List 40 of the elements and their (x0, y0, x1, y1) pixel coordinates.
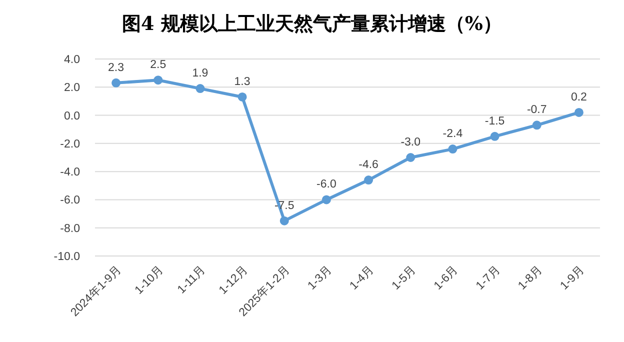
x-tick-label: 1-5月 (389, 262, 419, 292)
y-tick-label: -4.0 (60, 166, 80, 179)
point (532, 120, 542, 130)
y-tick-label: -8.0 (60, 222, 80, 235)
x-tick-label: 1-6月 (431, 262, 461, 292)
data-label: 2.3 (108, 62, 124, 74)
point (364, 176, 374, 185)
point (448, 144, 458, 154)
data-label: -4.6 (358, 159, 378, 172)
y-tick-label: -2.0 (60, 138, 80, 150)
data-label: -0.7 (526, 104, 547, 116)
x-tick-label: 1-7月 (473, 262, 503, 292)
y-tick-label: -10.0 (54, 251, 80, 263)
data-label: 2.5 (150, 59, 166, 72)
y-tick-label: -6.0 (60, 194, 80, 207)
data-label: -1.5 (484, 115, 505, 128)
data-label: -6.0 (316, 178, 336, 191)
point (490, 132, 500, 141)
x-tick-label: 1-3月 (305, 262, 335, 292)
data-label: -3.0 (400, 136, 421, 148)
point (238, 92, 247, 102)
point (322, 195, 331, 204)
point (112, 78, 121, 88)
data-label: 1.3 (234, 76, 250, 88)
x-tick-label: 1-9月 (558, 262, 588, 292)
x-tick-label: 1-4月 (347, 262, 377, 292)
y-tick-label: 4.0 (64, 54, 80, 66)
data-label: -2.4 (442, 128, 464, 140)
data-label: 0.2 (570, 91, 587, 104)
point (574, 108, 584, 117)
x-tick-label: 1-8月 (516, 262, 545, 292)
chart-title: 图4 规模以上工业天然气产量累计增速（%） (122, 13, 502, 35)
point (280, 216, 289, 226)
data-label: 1.9 (192, 68, 208, 80)
point (196, 84, 205, 94)
point (406, 153, 416, 162)
x-tick-label: 1-11月 (174, 262, 208, 296)
point (154, 76, 163, 85)
y-tick-label: 0.0 (64, 110, 80, 122)
y-tick-label: 2.0 (64, 82, 80, 94)
